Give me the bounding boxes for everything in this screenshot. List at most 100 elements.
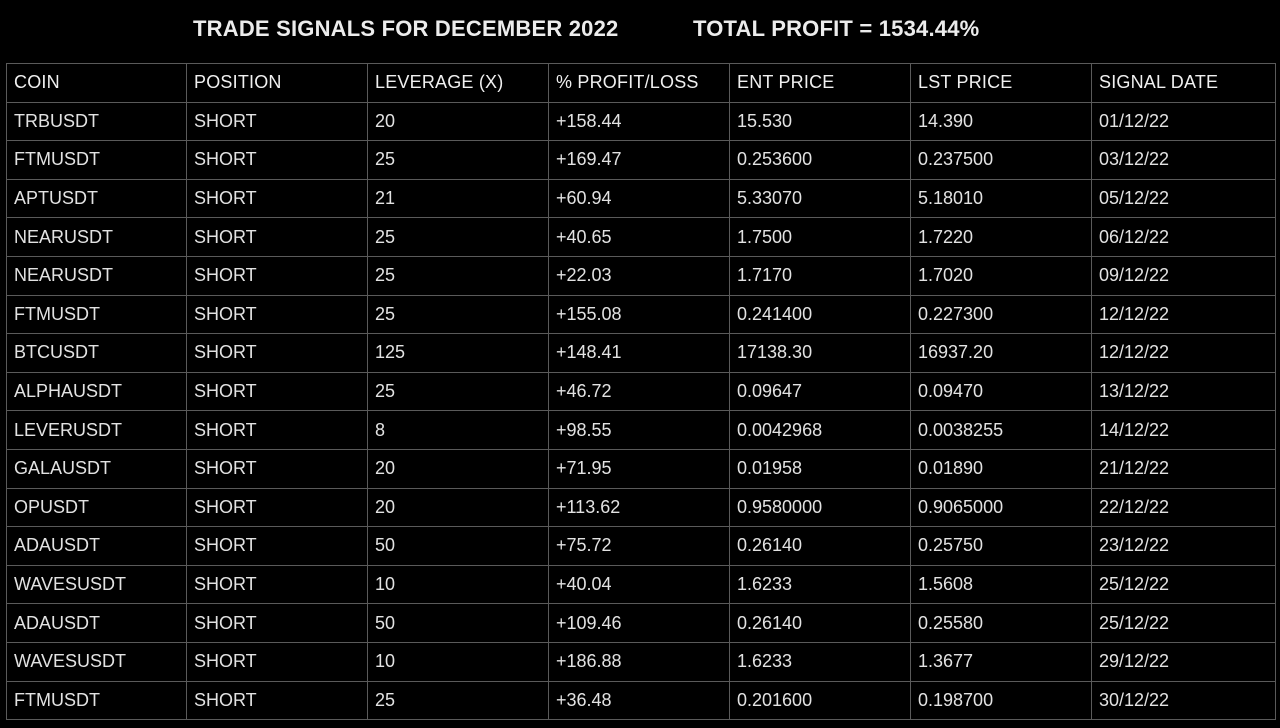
cell-coin: LEVERUSDT xyxy=(6,410,187,450)
total-profit: TOTAL PROFIT = 1534.44% xyxy=(693,16,980,41)
cell-profit-loss: +113.62 xyxy=(548,487,730,528)
cell-signal-date: 06/12/22 xyxy=(1091,217,1276,257)
cell-coin: ALPHAUSDT xyxy=(6,371,187,412)
cell-profit-loss: +155.08 xyxy=(548,294,730,335)
cell-leverage: 125 xyxy=(367,333,549,373)
table-row: FTMUSDT SHORT 25 +169.47 0.253600 0.237500 03/… xyxy=(6,140,1276,180)
cell-entry-price: 1.7170 xyxy=(729,255,911,296)
cell-profit-loss: +75.72 xyxy=(548,526,730,566)
cell-position: SHORT xyxy=(186,294,368,335)
cell-entry-price: 0.26140 xyxy=(729,603,911,643)
cell-entry-price: 17138.30 xyxy=(729,333,911,373)
cell-entry-price: 1.6233 xyxy=(729,564,911,605)
cell-coin: APTUSDT xyxy=(6,178,187,219)
cell-profit-loss: +71.95 xyxy=(548,448,730,489)
table-row: GALAUSDT SHORT 20 +71.95 0.01958 0.01890 21/12… xyxy=(6,448,1276,489)
cell-leverage: 20 xyxy=(367,448,549,489)
cell-profit-loss: +169.47 xyxy=(548,140,730,180)
cell-leverage: 10 xyxy=(367,641,549,682)
table-row: BTCUSDT SHORT 125 +148.41 17138.30 16937.20 12… xyxy=(6,333,1276,373)
cell-last-price: 0.01890 xyxy=(910,448,1092,489)
cell-coin: FTMUSDT xyxy=(6,680,187,721)
cell-leverage: 20 xyxy=(367,101,549,142)
cell-entry-price: 0.09647 xyxy=(729,371,911,412)
cell-entry-price: 0.01958 xyxy=(729,448,911,489)
cell-position: SHORT xyxy=(186,526,368,566)
cell-entry-price: 0.0042968 xyxy=(729,410,911,450)
cell-position: SHORT xyxy=(186,564,368,605)
cell-last-price: 0.227300 xyxy=(910,294,1092,335)
cell-last-price: 0.9065000 xyxy=(910,487,1092,528)
cell-last-price: 0.25580 xyxy=(910,603,1092,643)
cell-coin: OPUSDT xyxy=(6,487,187,528)
cell-entry-price: 15.530 xyxy=(729,101,911,142)
cell-signal-date: 09/12/22 xyxy=(1091,255,1276,296)
cell-position: SHORT xyxy=(186,178,368,219)
column-header-leverage: LEVERAGE (X) xyxy=(367,63,549,103)
cell-leverage: 50 xyxy=(367,603,549,643)
cell-position: SHORT xyxy=(186,371,368,412)
cell-profit-loss: +36.48 xyxy=(548,680,730,721)
cell-last-price: 1.5608 xyxy=(910,564,1092,605)
cell-signal-date: 01/12/22 xyxy=(1091,101,1276,142)
cell-signal-date: 13/12/22 xyxy=(1091,371,1276,412)
cell-profit-loss: +46.72 xyxy=(548,371,730,412)
header-row: COIN POSITION LEVERAGE (X) % PROFIT/LOSS… xyxy=(6,63,1276,103)
table-header: COIN POSITION LEVERAGE (X) % PROFIT/LOSS… xyxy=(6,63,1276,103)
cell-position: SHORT xyxy=(186,217,368,257)
table-row: LEVERUSDT SHORT 8 +98.55 0.0042968 0.0038255 1… xyxy=(6,410,1276,450)
cell-entry-price: 0.26140 xyxy=(729,526,911,566)
cell-entry-price: 0.201600 xyxy=(729,680,911,721)
cell-leverage: 25 xyxy=(367,217,549,257)
cell-leverage: 50 xyxy=(367,526,549,566)
cell-profit-loss: +40.65 xyxy=(548,217,730,257)
table-row: OPUSDT SHORT 20 +113.62 0.9580000 0.9065000 22… xyxy=(6,487,1276,528)
cell-position: SHORT xyxy=(186,140,368,180)
cell-entry-price: 5.33070 xyxy=(729,178,911,219)
cell-profit-loss: +109.46 xyxy=(548,603,730,643)
table-row: TRBUSDT SHORT 20 +158.44 15.530 14.390 01/12/2… xyxy=(6,101,1276,142)
cell-profit-loss: +60.94 xyxy=(548,178,730,219)
cell-leverage: 25 xyxy=(367,255,549,296)
cell-coin: GALAUSDT xyxy=(6,448,187,489)
cell-leverage: 8 xyxy=(367,410,549,450)
cell-signal-date: 25/12/22 xyxy=(1091,564,1276,605)
cell-signal-date: 05/12/22 xyxy=(1091,178,1276,219)
cell-profit-loss: +186.88 xyxy=(548,641,730,682)
table-row: ADAUSDT SHORT 50 +109.46 0.26140 0.25580 25/12… xyxy=(6,603,1276,643)
cell-coin: WAVESUSDT xyxy=(6,564,187,605)
trade-signals-table: COIN POSITION LEVERAGE (X) % PROFIT/LOSS… xyxy=(6,63,1276,721)
cell-last-price: 0.09470 xyxy=(910,371,1092,412)
cell-coin: ADAUSDT xyxy=(6,603,187,643)
table-body: TRBUSDT SHORT 20 +158.44 15.530 14.390 01/12/2… xyxy=(6,101,1276,721)
cell-coin: FTMUSDT xyxy=(6,294,187,335)
cell-position: SHORT xyxy=(186,680,368,721)
cell-signal-date: 29/12/22 xyxy=(1091,641,1276,682)
cell-profit-loss: +40.04 xyxy=(548,564,730,605)
cell-signal-date: 14/12/22 xyxy=(1091,410,1276,450)
cell-coin: BTCUSDT xyxy=(6,333,187,373)
cell-last-price: 0.0038255 xyxy=(910,410,1092,450)
cell-leverage: 25 xyxy=(367,371,549,412)
cell-entry-price: 0.9580000 xyxy=(729,487,911,528)
column-header-coin: COIN xyxy=(6,63,187,103)
cell-signal-date: 12/12/22 xyxy=(1091,294,1276,335)
page-title: TRADE SIGNALS FOR DECEMBER 2022 xyxy=(193,16,619,41)
cell-position: SHORT xyxy=(186,333,368,373)
cell-last-price: 5.18010 xyxy=(910,178,1092,219)
cell-coin: WAVESUSDT xyxy=(6,641,187,682)
cell-position: SHORT xyxy=(186,101,368,142)
column-header-last-price: LST PRICE xyxy=(910,63,1092,103)
cell-last-price: 1.7020 xyxy=(910,255,1092,296)
cell-last-price: 0.198700 xyxy=(910,680,1092,721)
cell-profit-loss: +148.41 xyxy=(548,333,730,373)
cell-coin: TRBUSDT xyxy=(6,101,187,142)
table-row: NEARUSDT SHORT 25 +22.03 1.7170 1.7020 09/12/2… xyxy=(6,255,1276,296)
cell-position: SHORT xyxy=(186,603,368,643)
cell-profit-loss: +22.03 xyxy=(548,255,730,296)
cell-signal-date: 22/12/22 xyxy=(1091,487,1276,528)
cell-leverage: 25 xyxy=(367,680,549,721)
cell-leverage: 10 xyxy=(367,564,549,605)
cell-last-price: 16937.20 xyxy=(910,333,1092,373)
cell-signal-date: 21/12/22 xyxy=(1091,448,1276,489)
